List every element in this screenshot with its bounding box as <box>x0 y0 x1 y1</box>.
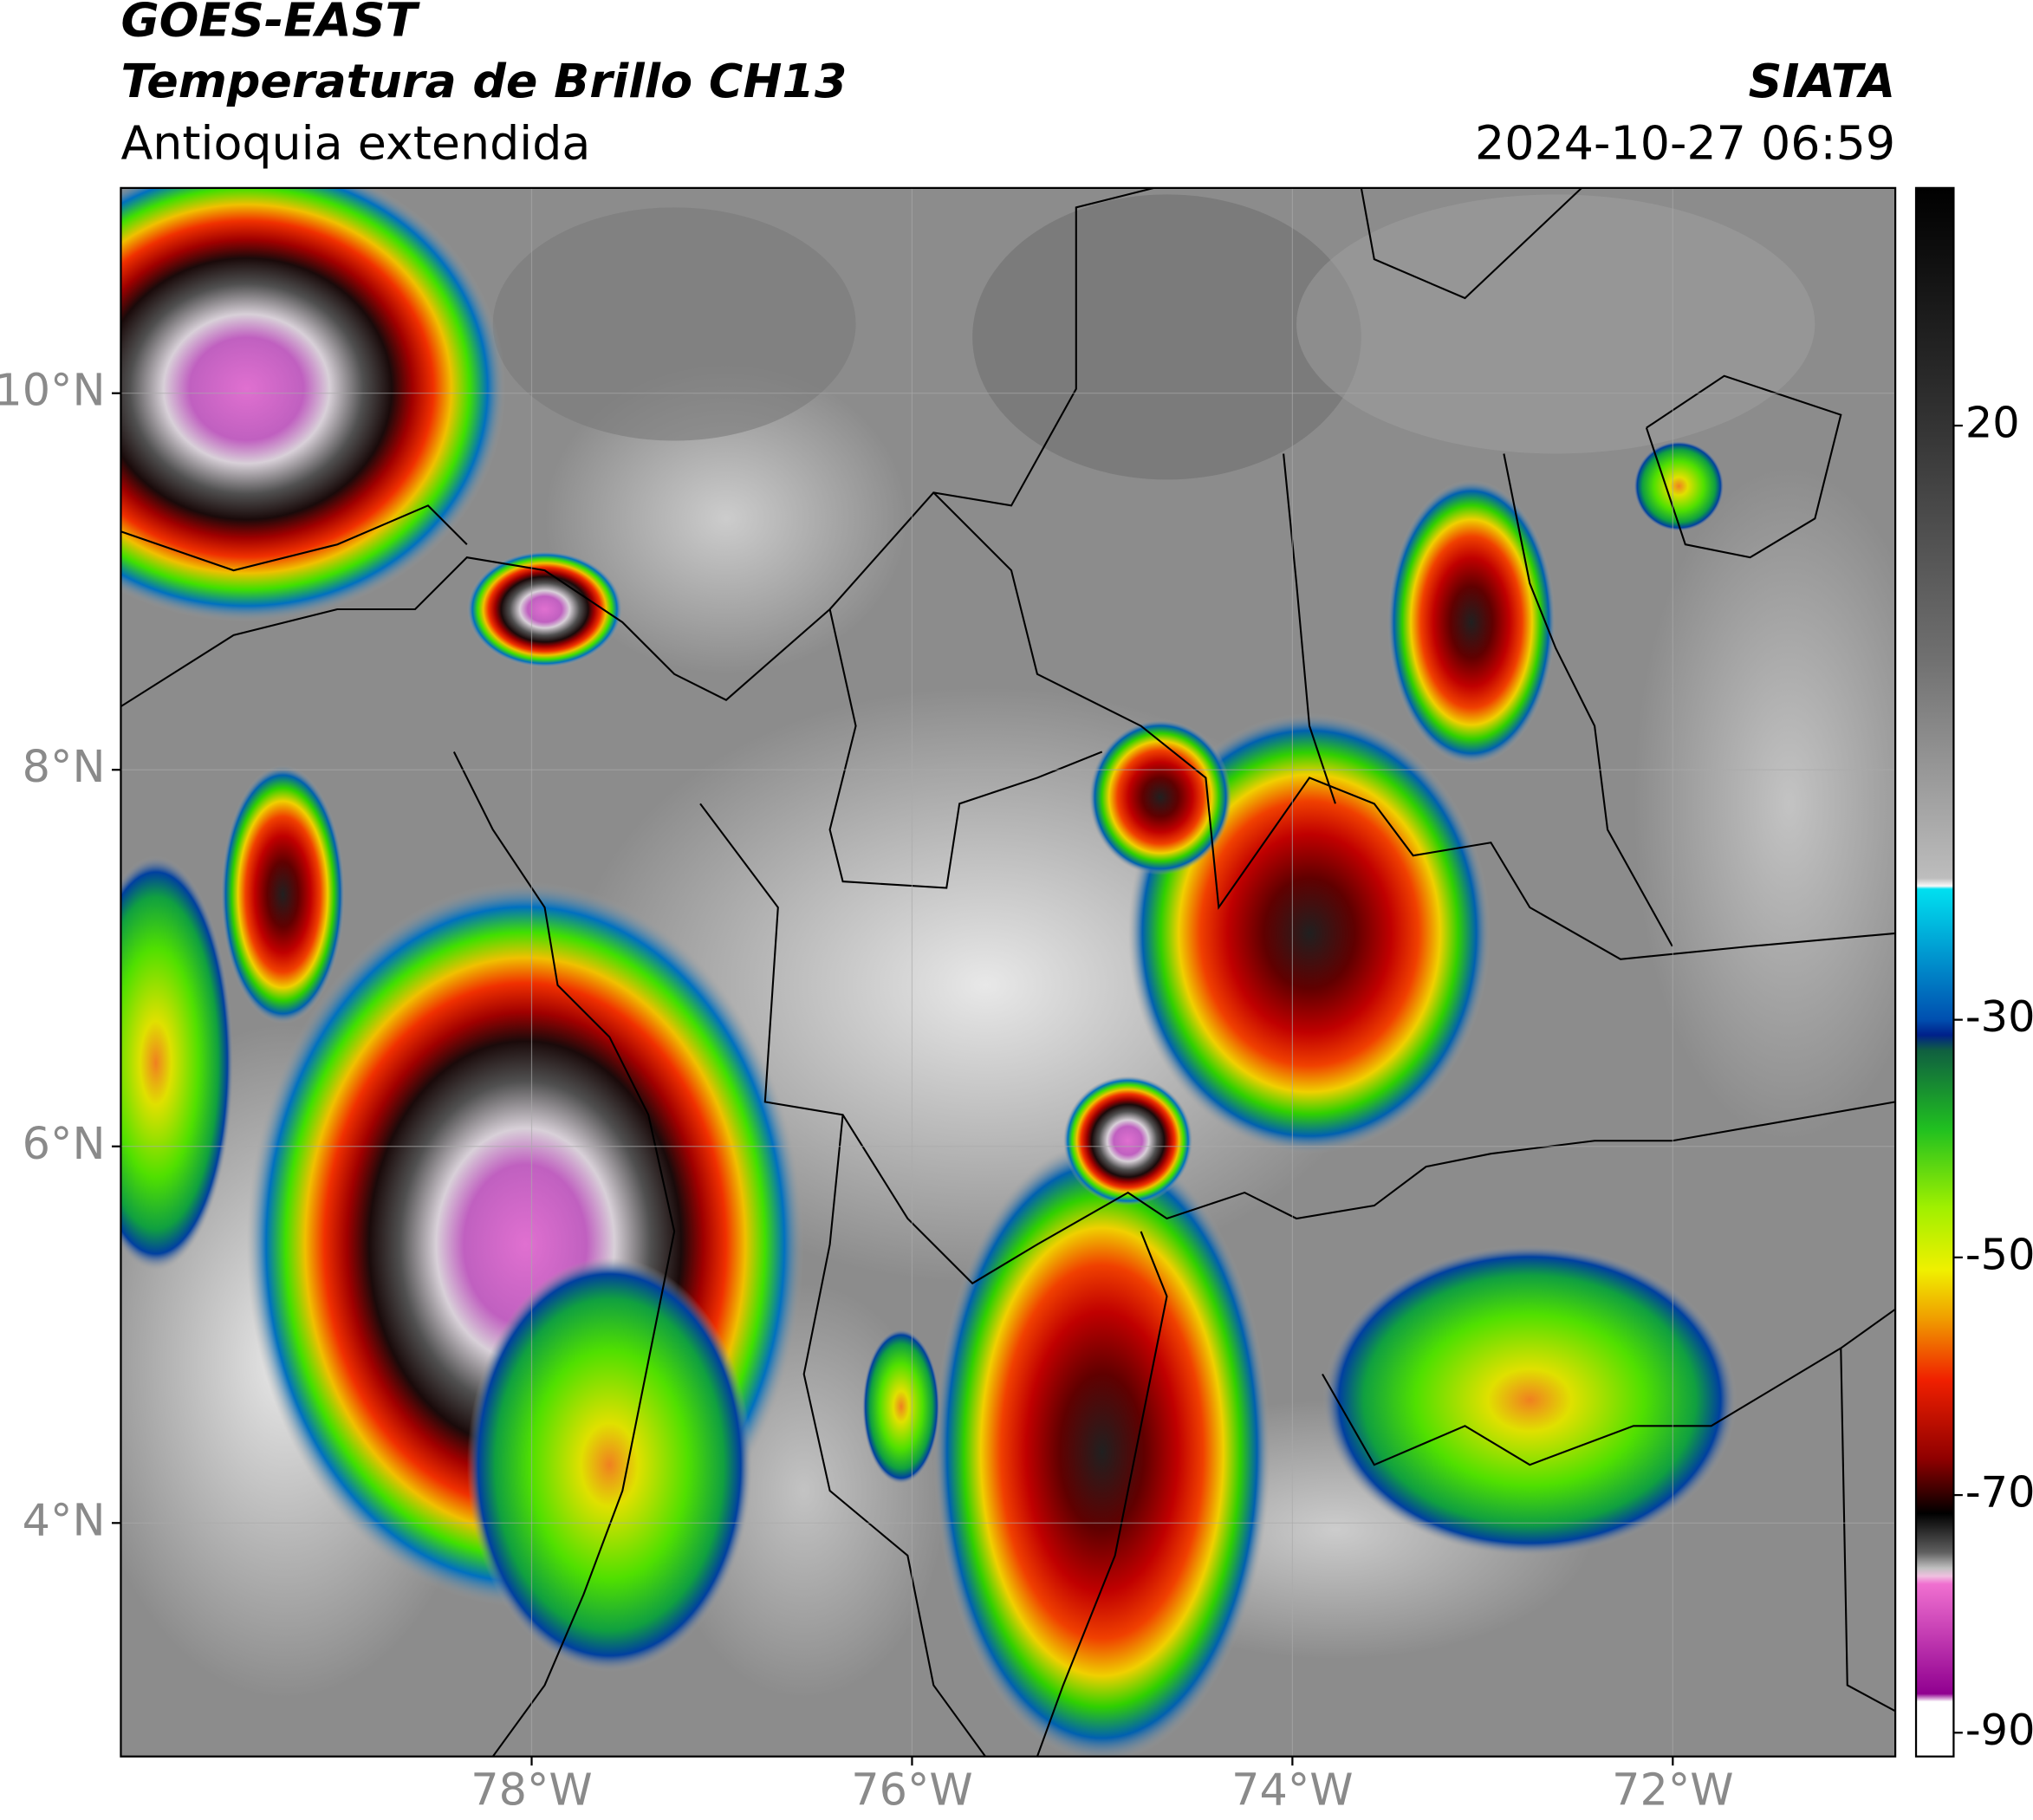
product: Temperatura de Brillo CH13 <box>120 54 847 108</box>
header: GOES-EAST Temperatura de Brillo CH13 Ant… <box>120 0 1895 171</box>
colorbar: 20 -30 -50 -70 -90 <box>1914 186 2033 1758</box>
datetime: 2024-10-27 06:59 <box>1475 116 1895 171</box>
colorbar-tick-label: -70 <box>1965 1467 2033 1518</box>
lat-tick-label: 6°N <box>23 1118 106 1169</box>
lat-tick-label: 10°N <box>0 365 106 416</box>
lat-tick-label: 4°N <box>23 1494 106 1545</box>
source: SIATA <box>1749 54 1896 108</box>
borders <box>120 187 1896 1757</box>
colorbar-tick-label: -50 <box>1965 1229 2033 1279</box>
colorbar-scale <box>1914 186 1955 1758</box>
colorbar-tick-label: -90 <box>1965 1705 2033 1755</box>
lat-tick-label: 8°N <box>23 741 106 792</box>
lat-axis: 10°N 8°N 6°N 4°N <box>0 365 121 1545</box>
lon-tick-label: 76°W <box>851 1765 972 1816</box>
map <box>120 187 1896 1757</box>
lon-tick-label: 74°W <box>1231 1765 1353 1816</box>
map-frame <box>120 186 1897 1758</box>
colorbar-tick-label: -30 <box>1965 991 2033 1042</box>
convective-cells <box>120 187 1737 1757</box>
satellite: GOES-EAST <box>120 0 420 48</box>
colorbar-tick-label: 20 <box>1965 398 2020 448</box>
region: Antioquia extendida <box>120 116 590 171</box>
lon-axis: 78°W 76°W 74°W 72°W <box>471 1756 1734 1816</box>
lon-tick-label: 78°W <box>471 1765 592 1816</box>
graticule <box>120 187 1896 1757</box>
lon-tick-label: 72°W <box>1612 1765 1733 1816</box>
